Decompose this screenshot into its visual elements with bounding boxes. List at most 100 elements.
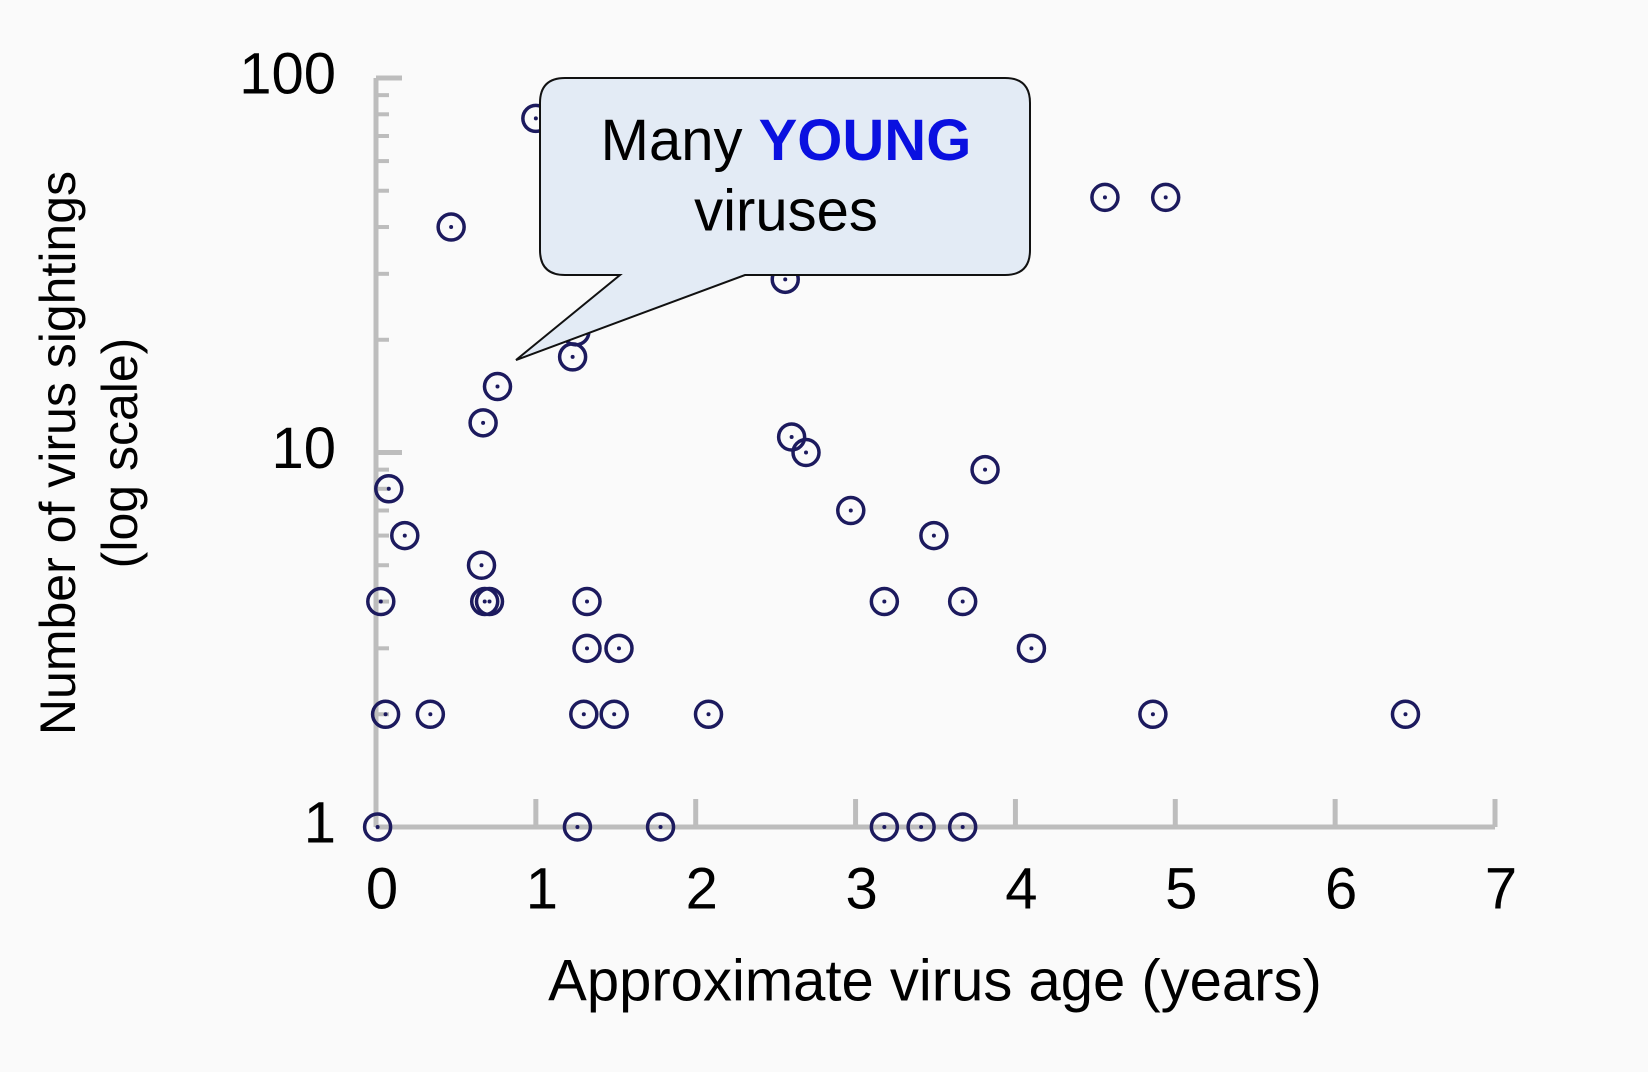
point <box>836 495 866 526</box>
point <box>362 812 393 842</box>
point-center <box>378 599 383 604</box>
x-tick-label: 2 <box>686 856 718 921</box>
callout-line-1: Many YOUNG <box>601 108 972 173</box>
point <box>1138 699 1168 730</box>
x-tick-label: 4 <box>1005 856 1037 921</box>
point-center <box>575 825 580 829</box>
point-center <box>616 646 621 651</box>
point-ring <box>906 812 936 842</box>
point <box>599 699 629 730</box>
point <box>906 812 936 842</box>
point-ring <box>599 699 629 730</box>
point <box>869 812 900 842</box>
point-center <box>581 712 586 717</box>
point-ring <box>468 408 498 438</box>
point <box>436 212 466 242</box>
callout-line-2: viruses <box>694 178 878 243</box>
point <box>572 586 602 617</box>
point <box>693 699 724 730</box>
point <box>562 812 593 842</box>
point <box>390 520 420 551</box>
point-center <box>585 599 590 604</box>
point-ring <box>474 586 505 617</box>
point-center <box>882 599 887 604</box>
point-ring <box>370 699 401 730</box>
x-tick-label: 1 <box>526 856 558 921</box>
point <box>947 586 978 617</box>
point <box>970 454 1000 485</box>
point-center <box>882 825 887 829</box>
point-center <box>1029 646 1034 651</box>
point-ring <box>1390 699 1421 730</box>
point-center <box>1150 712 1155 717</box>
point-center <box>1163 195 1168 200</box>
point-ring <box>572 633 602 664</box>
point <box>482 371 513 402</box>
point <box>1016 633 1047 664</box>
point <box>374 474 404 504</box>
point-center <box>931 533 936 538</box>
y-tick-label: 1 <box>304 790 336 855</box>
point-ring <box>390 520 420 551</box>
point-center <box>658 825 663 829</box>
y-tick-label: 10 <box>271 416 336 481</box>
point <box>1390 699 1421 730</box>
y-tick-label: 100 <box>239 41 336 106</box>
point-ring <box>436 212 466 242</box>
point-center <box>428 712 433 717</box>
point-center <box>482 599 487 604</box>
point-center <box>375 825 380 829</box>
point-ring <box>869 586 900 617</box>
point <box>466 550 497 580</box>
point <box>569 699 599 730</box>
point-center <box>783 277 788 282</box>
point-ring <box>791 437 821 468</box>
point-center <box>585 646 590 651</box>
point-center <box>789 434 794 439</box>
callout-text: Many <box>601 108 759 173</box>
point-center <box>960 825 965 829</box>
point-ring <box>1016 633 1047 664</box>
point-ring <box>366 586 396 617</box>
point-center <box>804 450 809 455</box>
y-axis-label: Number of virus sightings <box>30 171 86 735</box>
point-ring <box>1090 182 1120 213</box>
point-ring <box>374 474 404 504</box>
x-tick-label: 5 <box>1165 856 1197 921</box>
point-ring <box>572 586 602 617</box>
point <box>1150 182 1181 213</box>
point-center <box>706 712 711 717</box>
callout-highlight: YOUNG <box>759 108 972 173</box>
point <box>919 520 949 551</box>
point-ring <box>970 454 1000 485</box>
point-center <box>481 420 486 425</box>
point-center <box>848 508 853 513</box>
point <box>645 812 676 842</box>
point-ring <box>362 812 393 842</box>
point <box>791 437 821 468</box>
point-center <box>479 563 484 568</box>
point-ring <box>693 699 724 730</box>
point-center <box>1403 712 1408 717</box>
point-ring <box>836 495 866 526</box>
point <box>468 408 498 438</box>
point <box>370 699 401 730</box>
point-ring <box>569 699 599 730</box>
point-ring <box>466 550 497 580</box>
point <box>947 812 978 842</box>
x-tick-label: 6 <box>1325 856 1357 921</box>
point-ring <box>947 586 978 617</box>
point-ring <box>1150 182 1181 213</box>
point <box>366 586 396 617</box>
point-center <box>487 599 492 604</box>
point <box>604 633 634 664</box>
point-center <box>919 825 924 829</box>
point-ring <box>919 520 949 551</box>
point-center <box>533 116 538 121</box>
point-center <box>983 467 988 472</box>
x-tick-label: 3 <box>845 856 877 921</box>
x-tick-label: 0 <box>366 856 398 921</box>
point-center <box>402 533 407 538</box>
point-center <box>495 384 500 389</box>
